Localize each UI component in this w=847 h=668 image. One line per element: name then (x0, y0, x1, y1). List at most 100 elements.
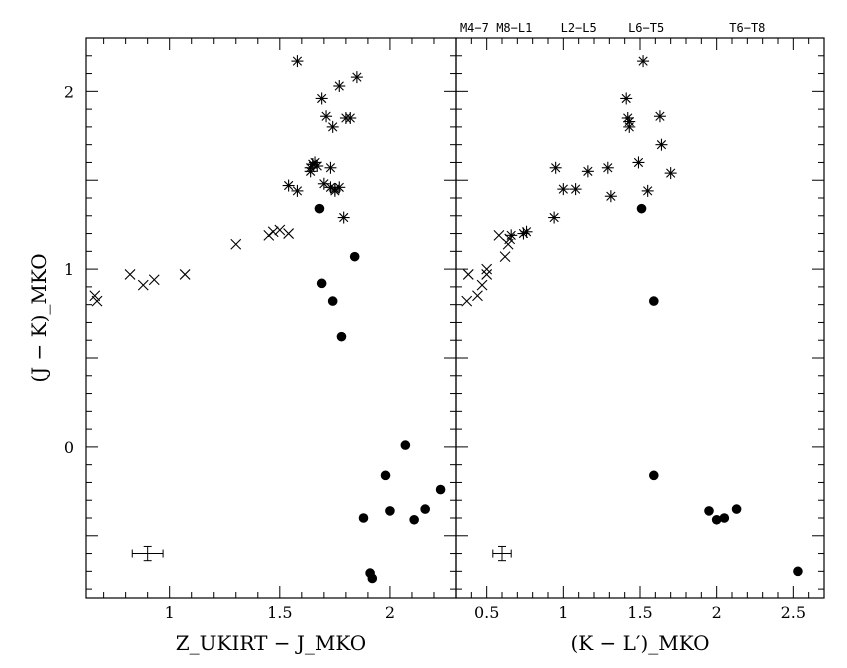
asterisk-point (637, 55, 650, 68)
cross-point (91, 295, 103, 307)
y-tick-label: 1 (64, 260, 74, 279)
dot-point (636, 203, 647, 214)
dot-point (793, 566, 803, 577)
right-panel-frame (455, 37, 825, 599)
points-layer (89, 55, 803, 584)
asterisk-point (315, 92, 328, 105)
asterisk-point (569, 183, 582, 196)
dot-point (316, 278, 327, 289)
labels-layer: 1 1.5 2 0 1 2 0.5 1 1.5 2 2.5 M4−7 M8−L1 L2−L5 L6−T5 T6… (64, 21, 806, 622)
dot-point (367, 573, 378, 584)
asterisk-point (664, 167, 677, 180)
cross-point (462, 269, 474, 280)
y-tick-label: 0 (64, 438, 74, 457)
x-tick-label: 1.5 (267, 603, 292, 622)
cross-point (137, 279, 149, 291)
asterisk-point (601, 161, 614, 174)
spectral-type-label: L2−L5 (561, 21, 597, 35)
error-bar (492, 545, 512, 562)
x-tick-label: 1 (558, 603, 568, 622)
error-bar (131, 545, 164, 562)
dot-point (409, 514, 419, 525)
cross-point (481, 269, 493, 280)
cross-point (472, 290, 483, 302)
asterisk-point (549, 161, 562, 174)
asterisk-point (505, 229, 518, 242)
asterisk-point (548, 211, 561, 224)
dot-point (314, 203, 325, 214)
dot-point (420, 504, 430, 514)
asterisk-point (326, 120, 339, 133)
asterisk-point (520, 225, 533, 238)
cross-point (124, 269, 136, 280)
dot-point (380, 470, 391, 481)
x-tick-label: 0.5 (474, 603, 499, 622)
x-tick-label: 2 (712, 603, 722, 622)
dot-point (719, 513, 730, 523)
left-x-axis-title: Z_UKIRT − J_MKO (176, 631, 366, 655)
asterisk-point (581, 165, 594, 178)
asterisk-point (604, 190, 617, 203)
cross-point (274, 224, 286, 236)
cross-point (476, 279, 488, 291)
left-y-axis-title: (J − K)_MKO (27, 253, 51, 382)
asterisk-point (623, 120, 636, 133)
right-x-axis-title: (K − L′)_MKO (570, 631, 709, 655)
spectral-type-label: M8−L1 (496, 21, 532, 35)
asterisk-point (311, 160, 324, 172)
y-tick-label: 2 (64, 82, 74, 101)
asterisk-point (291, 184, 304, 197)
cross-point (493, 229, 505, 241)
spectral-type-label: M4−7 (460, 21, 489, 35)
dot-point (711, 514, 722, 525)
asterisk-point (291, 55, 304, 68)
asterisk-point (333, 80, 346, 92)
asterisk-point (653, 110, 666, 123)
cross-point (499, 251, 511, 263)
dot-point (649, 296, 659, 306)
asterisk-point (320, 110, 333, 123)
dot-point (385, 506, 395, 516)
asterisk-point (333, 181, 346, 194)
cross-point (263, 229, 275, 241)
cross-point (179, 269, 191, 280)
asterisk-point (620, 92, 633, 105)
asterisk-point (324, 161, 337, 174)
spectral-type-label: T6−T8 (729, 21, 765, 35)
asterisk-point (337, 211, 350, 224)
x-tick-label: 2.5 (781, 603, 806, 622)
x-tick-label: 1 (165, 603, 175, 622)
dot-point (731, 504, 742, 514)
asterisk-point (350, 71, 363, 84)
spectral-type-label: L6−T5 (628, 21, 664, 35)
left-panel-frame (85, 37, 457, 599)
asterisk-point (641, 184, 654, 197)
asterisk-point (317, 177, 330, 190)
asterisk-point (655, 138, 668, 151)
asterisk-point (632, 156, 645, 169)
cross-point (148, 274, 160, 286)
dot-point (327, 296, 338, 306)
cross-point (481, 263, 493, 275)
cross-point (283, 228, 295, 239)
x-tick-label: 2 (385, 603, 395, 622)
cross-point (267, 226, 279, 238)
asterisk-point (557, 183, 570, 196)
dot-point (649, 470, 659, 481)
x-tick-label: 1.5 (627, 603, 652, 622)
cross-point (461, 295, 473, 307)
cross-point (89, 290, 101, 302)
dot-point (704, 506, 714, 516)
dot-point (358, 513, 369, 523)
asterisk-point (621, 112, 634, 124)
dot-point (435, 484, 446, 495)
cross-point (230, 238, 242, 250)
asterisk-point (309, 156, 322, 169)
dot-point (349, 251, 360, 262)
asterisk-point (344, 112, 357, 124)
asterisk-point (282, 179, 295, 192)
ticks-layer (86, 38, 825, 598)
dot-point (400, 440, 411, 450)
dot-point (336, 331, 347, 342)
